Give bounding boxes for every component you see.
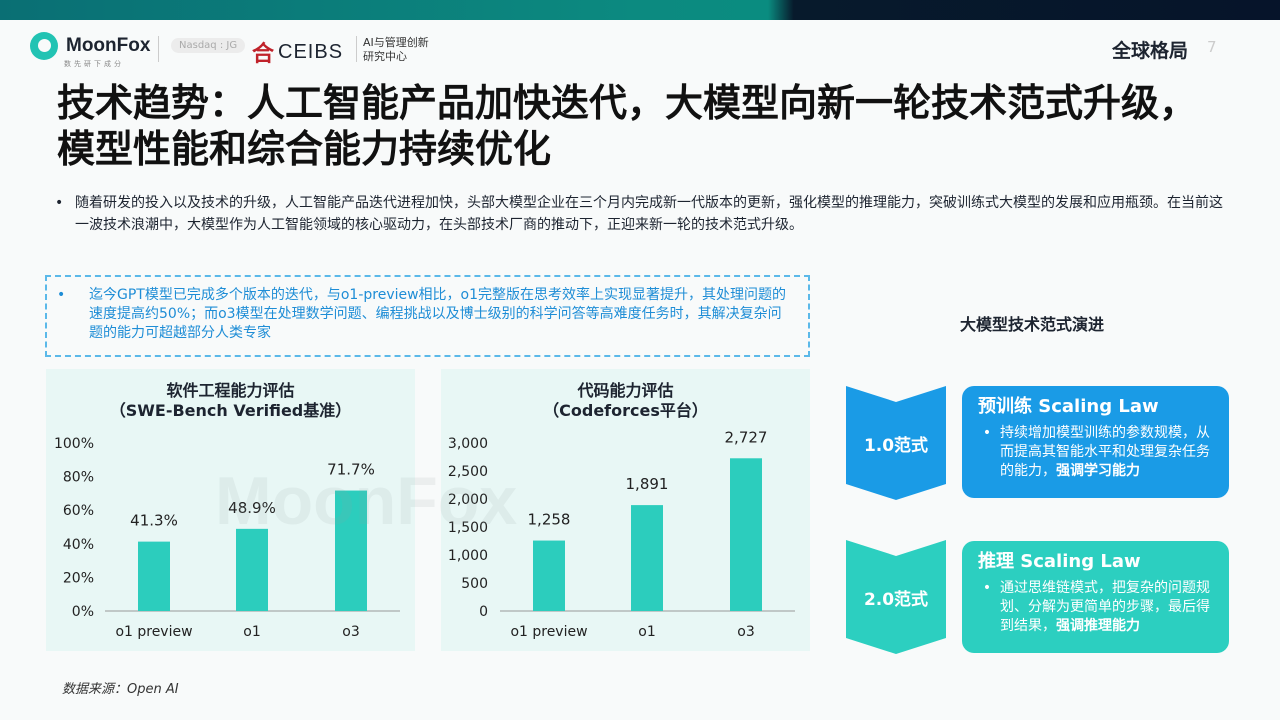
x-tick-label: o3 [737, 624, 754, 640]
codeforces-chart: 0 500 1,000 1,500 2,000 2,500 3,000 1,258 o1 pre… [448, 428, 795, 640]
callout-text: 迄今GPT模型已完成多个版本的迭代，与o1-preview相比，o1完整版在思考… [89, 287, 787, 341]
chart-title: 软件工程能力评估 （SWE-Bench Verified基准） [46, 381, 415, 421]
top-banner [0, 0, 1280, 20]
moonfox-logo-icon [30, 32, 58, 60]
bullet: • [57, 287, 66, 303]
stage-2-chevron: 2.0范式 [846, 540, 946, 654]
bullet: • [55, 195, 64, 211]
stage-1-box: 预训练 Scaling Law • 持续增加模型训练的参数规模，从而提高其智能水平… [962, 386, 1229, 498]
y-tick-label: 80% [63, 470, 94, 486]
y-tick-label: 1,000 [448, 548, 488, 564]
stage-text: 持续增加模型训练的参数规模，从而提高其智能水平和处理复杂任务的能力， [1000, 425, 1210, 479]
x-tick-label: o1 preview [115, 624, 192, 640]
data-label: 1,891 [626, 475, 669, 493]
y-tick-label: 60% [63, 503, 94, 519]
intro-paragraph: • 随着研发的投入以及技术的升级，人工智能产品迭代进程加快，头部大模型企业在三个月… [55, 192, 1225, 236]
divider [356, 36, 357, 62]
stage-label: 2.0范式 [863, 589, 929, 610]
y-tick-label: 100% [54, 436, 94, 452]
bullet: • [982, 580, 992, 596]
chart-panel-codeforces: 代码能力评估 （Codeforces平台） 0 500 1,000 1,500 2,000… [441, 369, 810, 651]
ceibs-sub: AI与管理创新 研究中心 [363, 36, 429, 64]
divider [158, 36, 159, 62]
y-tick-label: 20% [63, 570, 94, 586]
page-title: 技术趋势：人工智能产品加快迭代，大模型向新一轮技术范式升级，模型性能和综合能力持… [57, 81, 1198, 171]
stage-emphasis: 强调推理能力 [1056, 618, 1140, 634]
chart-subtitle: （Codeforces平台） [543, 401, 708, 420]
chart-title-text: 软件工程能力评估 [166, 381, 295, 400]
chart-panel-swe: 软件工程能力评估 （SWE-Bench Verified基准） 0% 20% 40% 6… [46, 369, 415, 651]
nasdaq-badge: Nasdaq : JG [171, 38, 246, 53]
data-label: 71.7% [327, 461, 375, 479]
bullet: • [982, 425, 992, 441]
moonfox-logo: MoonFox [30, 32, 150, 60]
chart-title: 代码能力评估 （Codeforces平台） [441, 381, 810, 421]
page-number: 7 [1207, 38, 1217, 56]
ceibs-sub-line: AI与管理创新 [363, 36, 429, 49]
brand-slogan: 数先研下成分 [64, 60, 124, 68]
data-source: 数据来源：Open AI [62, 682, 179, 697]
y-tick-label: 2,500 [448, 464, 488, 480]
bar [236, 528, 268, 611]
x-tick-label: o1 preview [510, 624, 587, 640]
stage-heading: 预训练 Scaling Law [978, 396, 1159, 417]
bar [138, 541, 170, 611]
stage-emphasis: 强调学习能力 [1056, 463, 1140, 479]
stage-text: 通过思维链模式，把复杂的问题规划、分解为更简单的步骤，最后得到结果， [1000, 580, 1210, 634]
x-tick-label: o3 [342, 624, 359, 640]
data-label: 41.3% [130, 512, 178, 530]
callout-box: • 迄今GPT模型已完成多个版本的迭代，与o1-preview相比，o1完整版在思… [45, 275, 810, 357]
ceibs-logo-icon: 合 [252, 42, 275, 67]
y-tick-label: 2,000 [448, 492, 488, 508]
data-label: 1,258 [528, 511, 571, 529]
ceibs-name: CEIBS [278, 40, 344, 63]
y-tick-label: 500 [461, 576, 488, 592]
chart-subtitle: （SWE-Bench Verified基准） [109, 401, 352, 420]
y-tick-label: 0 [479, 604, 488, 620]
y-tick-label: 0% [72, 604, 94, 620]
data-label: 2,727 [725, 428, 768, 446]
chart-title-text: 代码能力评估 [577, 381, 674, 400]
data-label: 48.9% [228, 499, 276, 517]
brand-name: MoonFox [66, 35, 151, 56]
paradigm-title: 大模型技术范式演进 [960, 315, 1105, 334]
stage-2-box: 推理 Scaling Law • 通过思维链模式，把复杂的问题规划、分解为更简单的… [962, 541, 1229, 653]
ceibs-logo: 合 CEIBS [252, 36, 343, 68]
x-tick-label: o1 [243, 624, 260, 640]
stage-heading: 推理 Scaling Law [978, 551, 1141, 572]
stage-1-chevron: 1.0范式 [846, 386, 946, 500]
watermark: MoonFox [215, 463, 518, 539]
swe-bench-chart: 0% 20% 40% 60% 80% 100% 41.3% o1 preview 48.9% o1… [54, 436, 400, 640]
y-tick-label: 3,000 [448, 436, 488, 452]
y-tick-label: 1,500 [448, 520, 488, 536]
bar [335, 490, 367, 611]
x-tick-label: o1 [638, 624, 655, 640]
bar [631, 505, 663, 611]
intro-text: 随着研发的投入以及技术的升级，人工智能产品迭代进程加快，头部大模型企业在三个月内… [75, 195, 1223, 233]
stage-label: 1.0范式 [863, 435, 929, 456]
ceibs-sub-line: 研究中心 [363, 50, 407, 63]
bar [533, 540, 565, 611]
y-tick-label: 40% [63, 537, 94, 553]
bar [730, 458, 762, 611]
section-title: 全球格局 [1111, 40, 1188, 62]
